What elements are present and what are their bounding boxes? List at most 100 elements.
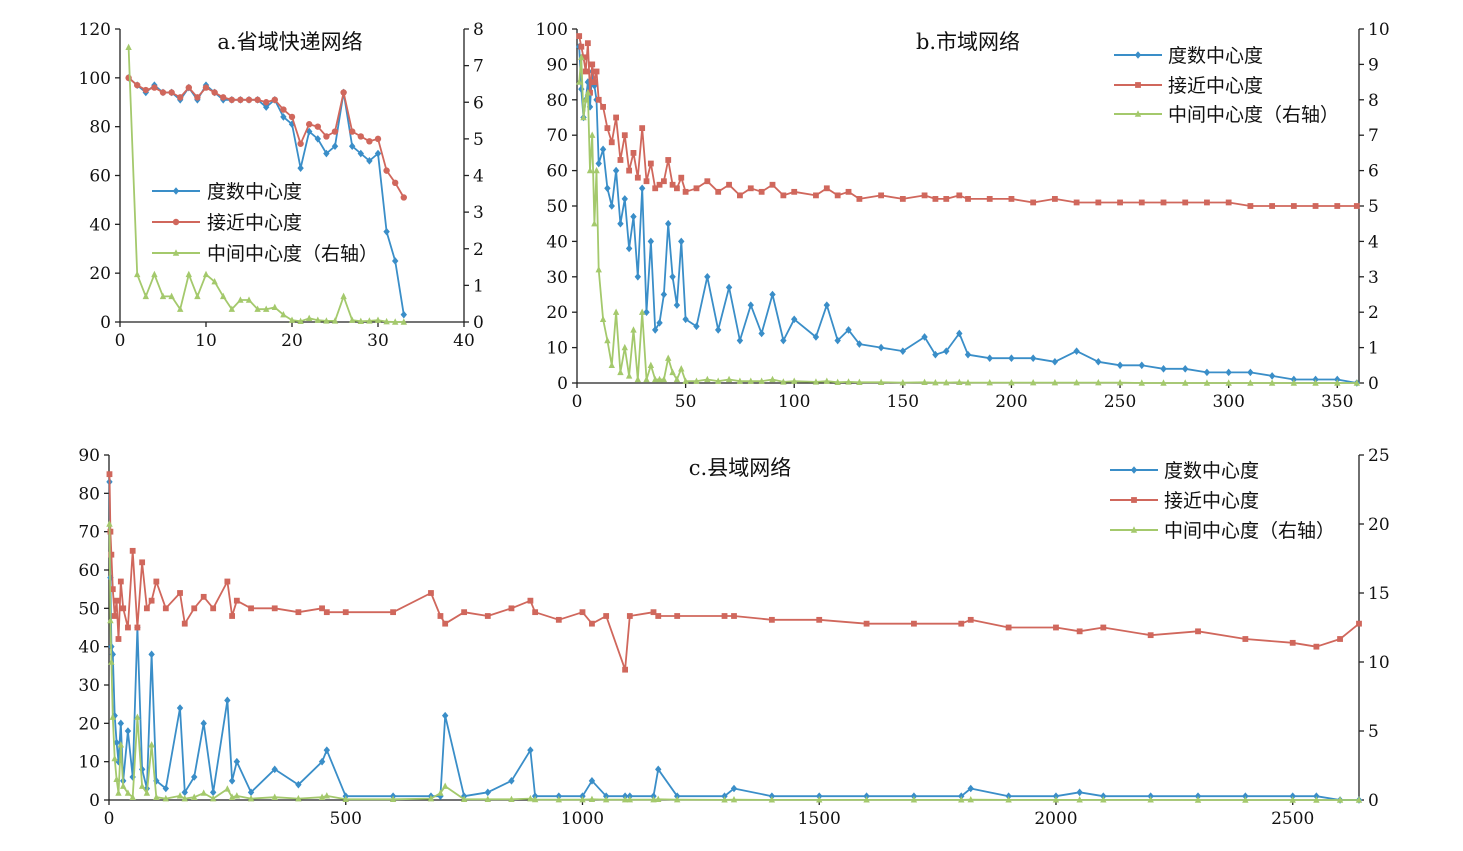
data-point-betweenness <box>626 796 634 803</box>
x-tick-label: 500 <box>330 809 362 829</box>
data-point-degree <box>791 315 798 324</box>
data-point-degree <box>634 273 642 281</box>
panel-a-legend: 度数中心度 接近中心度 中间中心度（右轴） <box>152 181 378 265</box>
data-point-closeness <box>1289 639 1296 646</box>
data-point-closeness <box>113 597 120 604</box>
data-point-closeness <box>655 613 662 619</box>
data-point-degree <box>124 727 132 735</box>
data-point-betweenness <box>1052 796 1060 803</box>
y-tick-label: 100 <box>536 20 568 40</box>
data-point-closeness <box>1225 199 1232 206</box>
data-point-closeness <box>600 103 606 110</box>
data-point-closeness <box>437 613 444 619</box>
data-point-betweenness <box>527 794 534 802</box>
data-point-degree <box>967 784 974 793</box>
data-point-betweenness <box>211 278 218 285</box>
data-point-degree <box>323 746 331 754</box>
data-point-degree <box>280 113 287 121</box>
data-point-closeness <box>589 620 595 627</box>
data-point-betweenness <box>1336 796 1344 803</box>
data-point-closeness <box>153 578 160 585</box>
data-point-closeness <box>943 196 950 202</box>
data-point-betweenness <box>1051 378 1059 386</box>
data-point-degree <box>625 244 633 253</box>
data-point-betweenness <box>220 292 227 300</box>
data-point-closeness <box>584 40 591 47</box>
data-point-degree <box>1247 368 1254 377</box>
legend-marker-betweenness <box>172 249 180 256</box>
data-point-closeness <box>1195 628 1201 635</box>
y-tick-label: 40 <box>546 232 568 252</box>
series-betweenness <box>106 520 1363 803</box>
data-point-closeness <box>1334 203 1341 209</box>
data-point-closeness <box>1117 199 1123 206</box>
x-tick-label: 150 <box>887 392 919 412</box>
data-point-degree <box>148 650 155 659</box>
y2-tick-label: 25 <box>1368 446 1390 466</box>
data-point-closeness <box>125 74 132 82</box>
data-point-closeness <box>224 578 231 585</box>
data-point-degree <box>295 780 302 789</box>
data-point-closeness <box>139 559 146 566</box>
data-point-betweenness <box>647 361 655 368</box>
data-point-betweenness <box>621 796 629 803</box>
y-tick-label: 90 <box>546 55 568 75</box>
legend-label-degree: 度数中心度 <box>1164 460 1259 482</box>
data-point-closeness <box>162 605 169 612</box>
data-point-betweenness <box>579 796 586 803</box>
data-point-closeness <box>159 89 167 96</box>
x-tick-label: 100 <box>778 392 810 412</box>
data-point-betweenness <box>191 793 198 800</box>
data-point-degree <box>129 773 136 781</box>
data-point-betweenness <box>508 795 515 803</box>
x-tick-label: 50 <box>675 392 697 412</box>
x-tick-label: 200 <box>995 392 1027 412</box>
y2-tick-label: 5 <box>473 130 484 150</box>
series-betweenness <box>575 53 1361 386</box>
legend-label-closeness: 接近中心度 <box>1164 490 1259 512</box>
data-point-degree <box>725 283 733 292</box>
data-point-closeness <box>392 179 399 187</box>
data-point-betweenness <box>168 292 175 300</box>
data-point-closeness <box>674 185 680 192</box>
data-point-betweenness <box>877 378 885 385</box>
data-point-closeness <box>532 609 539 616</box>
legend-label-degree: 度数中心度 <box>1168 45 1263 67</box>
x-tick-label: 20 <box>281 331 303 351</box>
data-point-closeness <box>647 160 654 167</box>
data-point-degree <box>1203 368 1211 377</box>
data-point-betweenness <box>634 375 642 383</box>
data-point-closeness <box>295 609 302 616</box>
panel-a-title: a.省域快递网络 <box>217 30 362 54</box>
data-point-betweenness <box>595 266 602 273</box>
data-point-closeness <box>1030 199 1037 206</box>
legend-marker-closeness <box>1135 82 1141 88</box>
data-point-degree <box>331 142 339 150</box>
y-tick-label: 30 <box>78 676 100 696</box>
data-point-closeness <box>693 185 700 192</box>
y2-tick-label: 3 <box>1368 268 1379 288</box>
data-point-betweenness <box>271 303 278 311</box>
x-tick-label: 250 <box>1104 392 1136 412</box>
data-point-closeness <box>555 616 562 623</box>
data-point-betweenness <box>1147 796 1154 803</box>
y-tick-label: 50 <box>78 599 100 619</box>
data-point-closeness <box>111 613 118 619</box>
data-point-betweenness <box>608 361 615 368</box>
data-point-closeness <box>288 113 296 121</box>
panel-b-city: b.市域网络 0 50 100 150 200 250 300 350010203040506… <box>536 20 1390 412</box>
data-point-degree <box>271 765 278 774</box>
data-point-closeness <box>1138 199 1145 206</box>
data-point-betweenness <box>142 292 149 300</box>
data-point-degree <box>604 184 611 193</box>
data-point-betweenness <box>602 796 610 803</box>
data-point-closeness <box>580 54 587 61</box>
legend-label-degree: 度数中心度 <box>207 181 302 203</box>
data-point-closeness <box>297 140 304 147</box>
data-point-betweenness <box>331 317 339 324</box>
data-point-closeness <box>576 33 583 39</box>
data-point-closeness <box>177 590 183 596</box>
data-point-closeness <box>237 96 244 104</box>
data-point-closeness <box>1182 199 1189 206</box>
